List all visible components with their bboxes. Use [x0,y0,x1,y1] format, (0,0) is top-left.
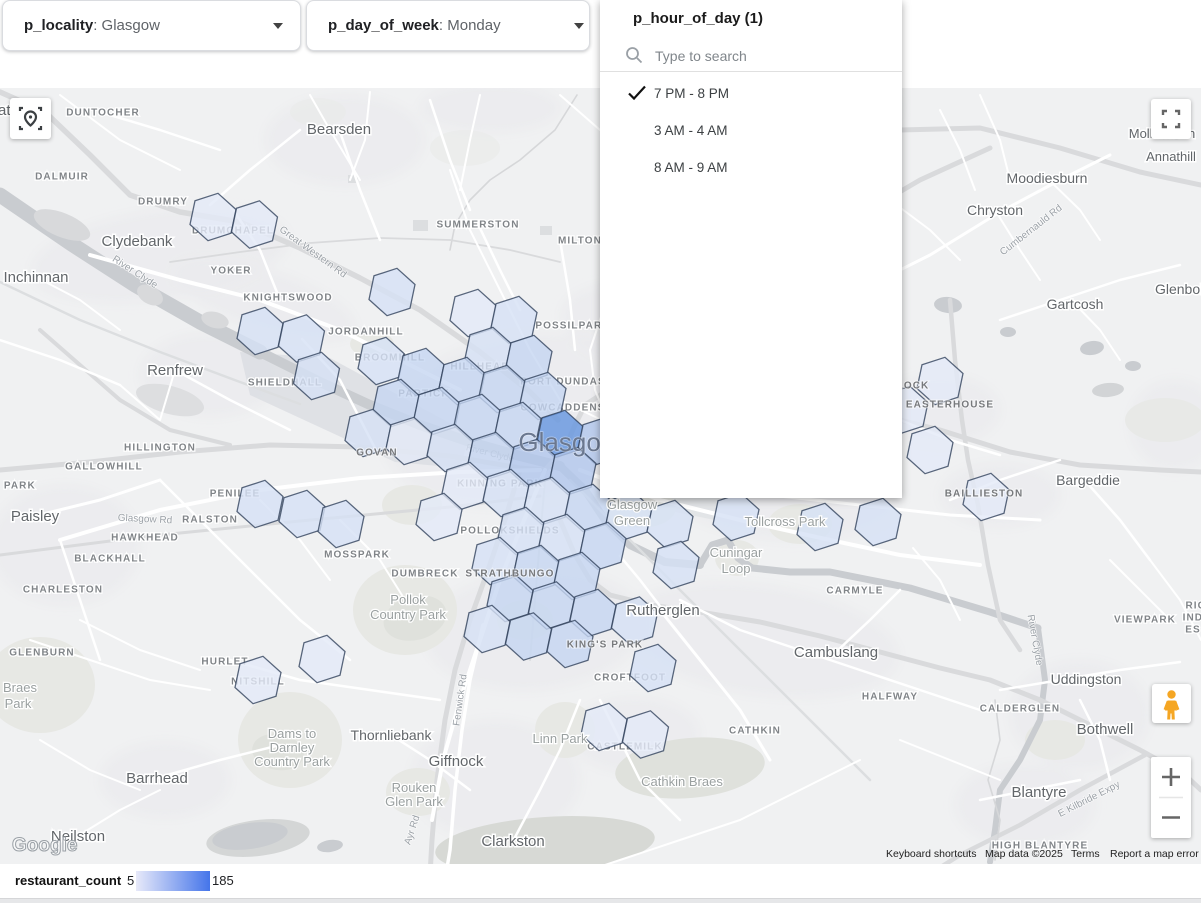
svg-text:LOCK: LOCK [897,381,930,392]
svg-text:Dams to: Dams to [268,726,316,741]
svg-text:Clydebank: Clydebank [102,233,173,250]
svg-text:Chryston: Chryston [967,202,1023,218]
svg-text:Glen Park: Glen Park [385,794,443,809]
svg-text:MOSSPARK: MOSSPARK [324,550,390,561]
svg-text:Loop: Loop [722,561,751,576]
svg-text:HALFWAY: HALFWAY [862,692,918,703]
svg-text:Bothwell: Bothwell [1077,721,1134,738]
svg-text:Inchinnan: Inchinnan [3,269,68,286]
svg-text:CARMYLE: CARMYLE [826,586,883,597]
svg-text:VIEWPARK: VIEWPARK [1114,615,1176,626]
svg-text:Darnley: Darnley [270,740,315,755]
svg-text:Rouken: Rouken [392,780,437,795]
svg-text:STRATHBUNGO: STRATHBUNGO [465,569,554,580]
svg-text:YOKER: YOKER [210,266,251,277]
svg-text:Gartcosh: Gartcosh [1047,296,1104,312]
svg-text:CHARLESTON: CHARLESTON [23,585,103,596]
svg-text:KNIGHTSWOOD: KNIGHTSWOOD [243,293,332,304]
svg-text:Braes: Braes [3,680,37,695]
svg-text:Cuningar: Cuningar [710,545,763,560]
svg-text:Pollok: Pollok [390,592,426,607]
svg-text:CALDERGLEN: CALDERGLEN [980,704,1060,715]
svg-text:Blantyre: Blantyre [1011,784,1066,801]
svg-text:Renfrew: Renfrew [147,362,203,379]
svg-text:Glasgow Rd: Glasgow Rd [117,513,172,527]
svg-text:Country Park: Country Park [370,607,446,622]
svg-text:Glenboig: Glenboig [1155,281,1201,297]
svg-text:CATHKIN: CATHKIN [729,726,781,737]
svg-text:Park: Park [5,696,32,711]
svg-text:RIG: RIG [1185,601,1201,612]
svg-text:ES: ES [1185,625,1201,636]
svg-text:Cathkin Braes: Cathkin Braes [641,774,723,789]
svg-text:HAWKHEAD: HAWKHEAD [111,533,179,544]
svg-text:Thornliebank: Thornliebank [351,727,433,743]
svg-text:Moodiesburn: Moodiesburn [1007,170,1088,186]
svg-text:POSSILPARK: POSSILPARK [535,321,610,332]
svg-text:GLENBURN: GLENBURN [9,648,74,659]
svg-text:Country Park: Country Park [254,754,330,769]
svg-text:Barrhead: Barrhead [126,770,188,787]
svg-text:Paisley: Paisley [11,508,60,525]
svg-text:Google: Google [12,835,77,856]
svg-text:DRUMRY: DRUMRY [138,197,188,208]
svg-text:DUMBRECK: DUMBRECK [391,569,458,580]
svg-text:Tollcross Park: Tollcross Park [745,514,826,529]
svg-text:HILLINGTON: HILLINGTON [124,443,196,454]
svg-text:KING'S PARK: KING'S PARK [567,640,644,651]
svg-text:DUNTOCHER: DUNTOCHER [66,108,140,119]
svg-text:Bearsden: Bearsden [307,121,371,138]
svg-text:Great Western Rd: Great Western Rd [277,224,349,280]
svg-text:Ayr Rd: Ayr Rd [403,814,423,846]
svg-text:JORDANHILL: JORDANHILL [328,327,403,338]
svg-text:Uddingston: Uddingston [1051,671,1122,687]
svg-text:Clarkston: Clarkston [481,833,544,850]
svg-text:Cambuslang: Cambuslang [794,644,878,661]
svg-text:HURLET: HURLET [201,657,248,668]
svg-text:MILTON: MILTON [558,236,602,247]
svg-text:INDU: INDU [1183,613,1201,624]
svg-text:Giffnock: Giffnock [429,753,484,770]
svg-text:SUMMERSTON: SUMMERSTON [436,220,519,231]
svg-text:Linn Park: Linn Park [533,731,588,746]
svg-text:RALSTON: RALSTON [182,515,238,526]
svg-text:E PARK: E PARK [0,481,36,492]
svg-text:BLACKHALL: BLACKHALL [74,554,146,565]
svg-text:HIGH BLANTYRE: HIGH BLANTYRE [992,841,1089,852]
svg-text:Green: Green [614,513,650,528]
svg-text:EASTERHOUSE: EASTERHOUSE [906,400,994,411]
svg-text:GALLOWHILL: GALLOWHILL [65,462,143,473]
svg-text:Annathill: Annathill [1146,149,1196,164]
svg-text:Bargeddie: Bargeddie [1056,472,1120,488]
svg-text:Rutherglen: Rutherglen [626,602,699,619]
svg-text:Glasgow: Glasgow [607,497,658,512]
svg-text:Neilston: Neilston [51,828,105,845]
svg-text:BAILLIESTON: BAILLIESTON [945,489,1024,500]
svg-text:GOVAN: GOVAN [356,448,397,459]
svg-text:DALMUIR: DALMUIR [35,172,89,183]
